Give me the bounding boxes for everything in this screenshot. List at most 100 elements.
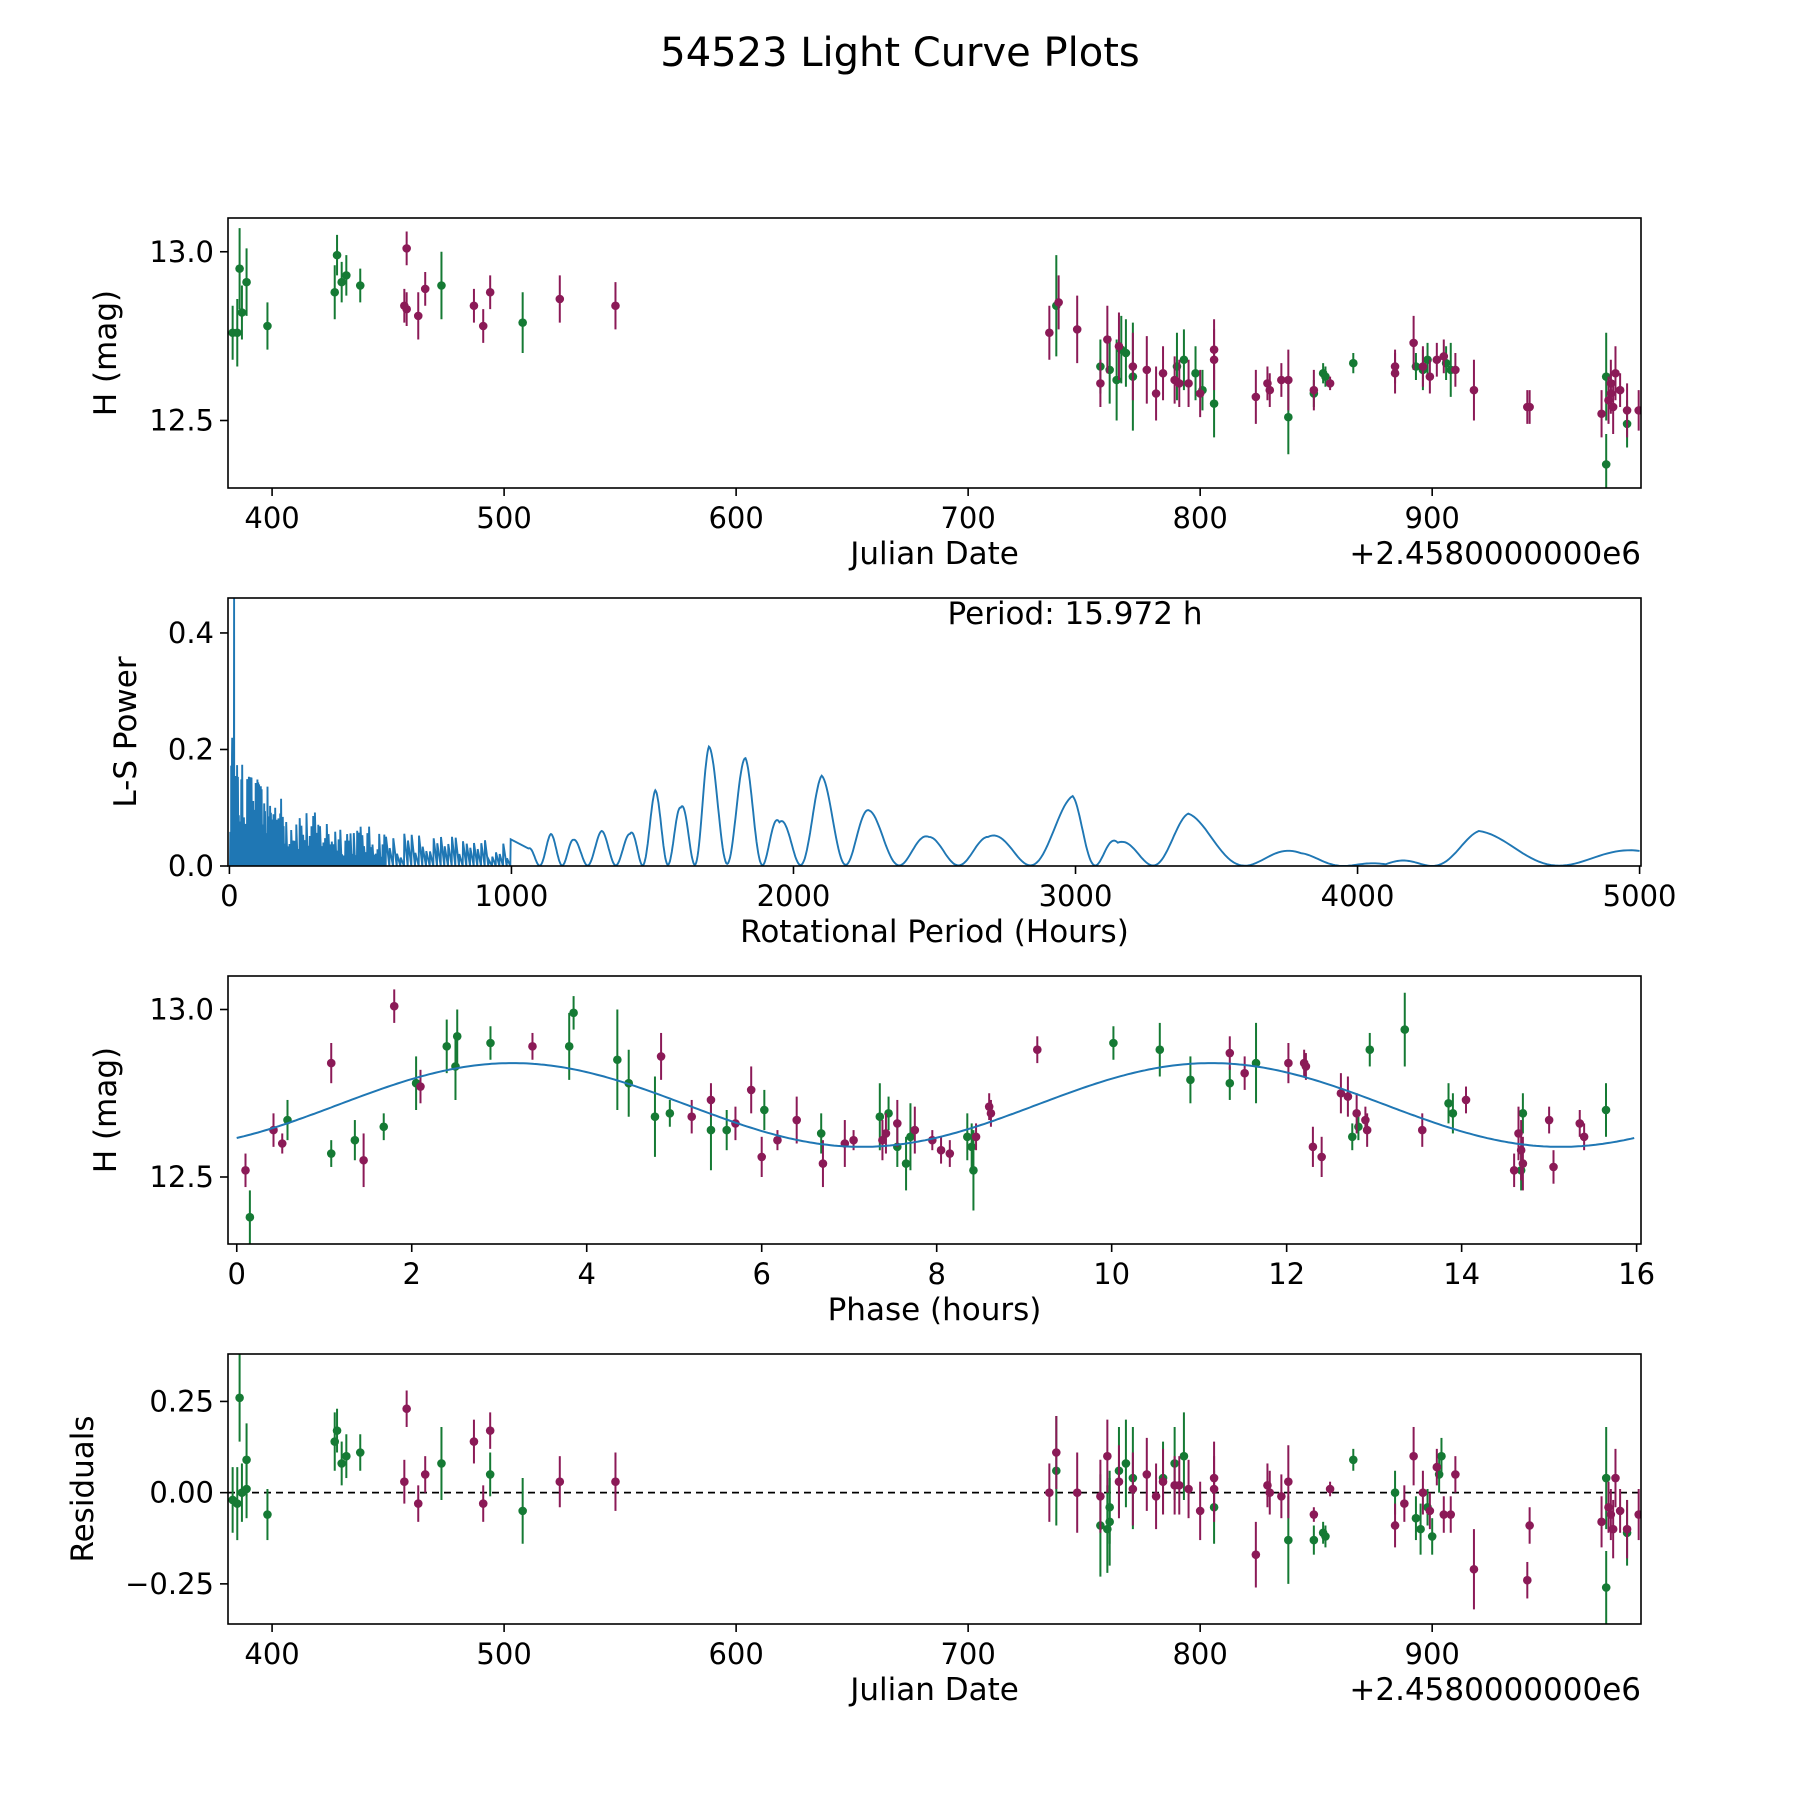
x-tick-label: 800 (1172, 1637, 1227, 1671)
data-point (263, 321, 272, 331)
data-point (1597, 1517, 1606, 1527)
y-tick-label: 12.5 (149, 404, 214, 438)
data-point (413, 311, 423, 321)
data-point (1128, 1484, 1138, 1494)
data-point (1518, 1109, 1528, 1118)
data-point (1361, 1115, 1370, 1125)
series-magenta (241, 989, 1589, 1191)
plot-frame (227, 1353, 1642, 1625)
y-axis-label: Residuals (65, 1415, 101, 1562)
data-point (1179, 1451, 1189, 1461)
data-point (1611, 368, 1620, 378)
data-point (1114, 1477, 1124, 1487)
data-point (359, 1155, 368, 1165)
data-point (528, 1042, 537, 1051)
data-point (1321, 372, 1330, 381)
data-point (1103, 335, 1112, 344)
data-point (337, 277, 346, 287)
data-point (1601, 460, 1611, 469)
data-point (1400, 1499, 1409, 1508)
data-point (1411, 1513, 1421, 1523)
data-point (1469, 1564, 1479, 1574)
data-point (420, 284, 430, 294)
data-point (1225, 1078, 1235, 1088)
x-tick-label: 5000 (1603, 879, 1677, 913)
data-point (413, 1499, 423, 1508)
data-point (1142, 1470, 1152, 1479)
data-point (1109, 1038, 1118, 1048)
data-point (1418, 362, 1428, 371)
data-point (773, 1135, 782, 1145)
data-point (232, 1499, 242, 1508)
data-point (1608, 402, 1618, 412)
x-tick-label: 900 (1405, 1637, 1460, 1671)
data-point (687, 1112, 697, 1121)
data-point (893, 1119, 902, 1128)
data-point (1096, 1491, 1105, 1501)
data-point (355, 281, 365, 290)
data-point (389, 1001, 399, 1011)
x-tick-label: 8 (927, 1257, 945, 1291)
y-tick-label: 0.00 (149, 1476, 214, 1510)
phased-curve-panel: 0 2 4 6 8 10 12 14 16 12.5 13.0 Phase (hours) H (mag… (88, 975, 1655, 1328)
data-point (1634, 406, 1641, 415)
data-point (1622, 1524, 1632, 1534)
data-point (1186, 1075, 1195, 1085)
data-point (469, 301, 479, 311)
data-point (1184, 379, 1193, 388)
data-point (235, 1393, 244, 1403)
data-point (901, 1159, 911, 1168)
data-point (555, 1477, 565, 1487)
data-point (1174, 379, 1184, 388)
data-point (1309, 385, 1319, 395)
data-point (986, 1109, 996, 1118)
data-point (945, 1149, 955, 1158)
data-point (1575, 1119, 1585, 1128)
data-point (1151, 1491, 1161, 1501)
data-point (1622, 406, 1632, 415)
x-tick-label: 600 (708, 501, 763, 535)
data-point (1142, 365, 1152, 375)
data-point (611, 301, 620, 311)
data-point (1343, 1092, 1353, 1101)
data-point (936, 1145, 946, 1155)
data-point (1284, 1535, 1293, 1545)
data-point (1103, 1451, 1112, 1461)
data-point (656, 1052, 666, 1061)
data-point (416, 1082, 425, 1091)
data-point (242, 277, 251, 287)
y-tick-label: 0.0 (168, 849, 214, 883)
data-point (1240, 1068, 1249, 1078)
x-tick-label: 1000 (475, 879, 549, 913)
x-tick-label: 2 (403, 1257, 421, 1291)
data-point (1418, 1488, 1428, 1497)
data-point (1054, 298, 1063, 307)
data-point (1348, 1455, 1358, 1465)
data-point (1448, 1109, 1458, 1118)
data-point (1615, 385, 1625, 395)
data-point (1597, 409, 1606, 419)
data-point (402, 304, 411, 314)
data-point (569, 1008, 578, 1018)
data-point (242, 1455, 251, 1465)
x-tick-label: 500 (476, 501, 531, 535)
periodogram-panel: 0 1000 2000 3000 4000 5000 0.0 0.2 0.4 Rotational… (108, 596, 1676, 950)
data-point (706, 1095, 716, 1105)
data-point (437, 281, 446, 290)
data-point (355, 1448, 365, 1457)
x-tick-label: 700 (940, 501, 995, 535)
data-point (792, 1115, 801, 1125)
data-point (1251, 1550, 1261, 1559)
data-point (1523, 1575, 1532, 1585)
data-point (613, 1055, 622, 1065)
data-point (757, 1152, 767, 1162)
data-point (1601, 1583, 1611, 1592)
data-point (1439, 352, 1449, 361)
data-point (277, 1139, 287, 1148)
data-points (241, 989, 1611, 1244)
data-point (452, 1032, 462, 1041)
data-point (878, 1135, 887, 1145)
data-point (969, 1166, 978, 1175)
data-point (1052, 1448, 1061, 1457)
data-point (1105, 1502, 1114, 1512)
